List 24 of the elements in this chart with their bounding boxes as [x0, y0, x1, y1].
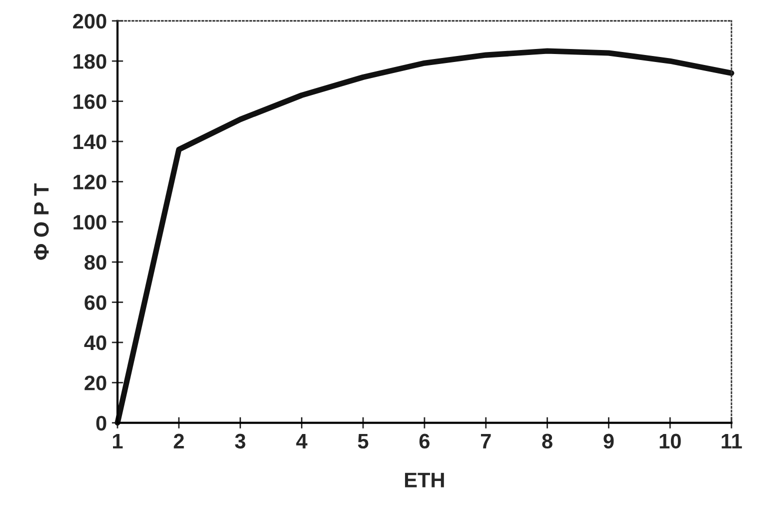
x-tick-label: 1: [113, 434, 123, 448]
x-tick-label: 2: [174, 434, 184, 448]
x-tick-label: 10: [660, 434, 681, 449]
x-tick-label: 7: [480, 434, 491, 448]
x-tick-label: 8: [542, 434, 552, 449]
x-tick-label: 3: [234, 434, 246, 449]
y-tick-label: 200: [73, 14, 106, 29]
y-tick-label: 160: [74, 94, 106, 110]
y-tick-label: 80: [84, 255, 106, 270]
y-tick-label: 0: [96, 416, 106, 431]
y-tick-label: 100: [74, 214, 106, 230]
y-tick-label: 40: [84, 335, 106, 350]
y-axis-title: Φ Ο Ρ Τ: [34, 183, 49, 260]
x-tick-label: 6: [419, 434, 430, 449]
x-axis-title: ΕΤΗ: [405, 472, 444, 488]
x-tick-label: 11: [722, 434, 742, 448]
y-tick-label: 120: [74, 174, 106, 190]
x-tick-label: 4: [296, 434, 308, 448]
x-tick-label: 5: [358, 434, 368, 449]
x-tick-label: 9: [604, 434, 614, 449]
y-tick-label: 180: [74, 54, 106, 69]
y-tick-label: 20: [84, 376, 106, 390]
y-tick-label: 60: [84, 295, 106, 310]
y-tick-label: 140: [74, 134, 106, 150]
